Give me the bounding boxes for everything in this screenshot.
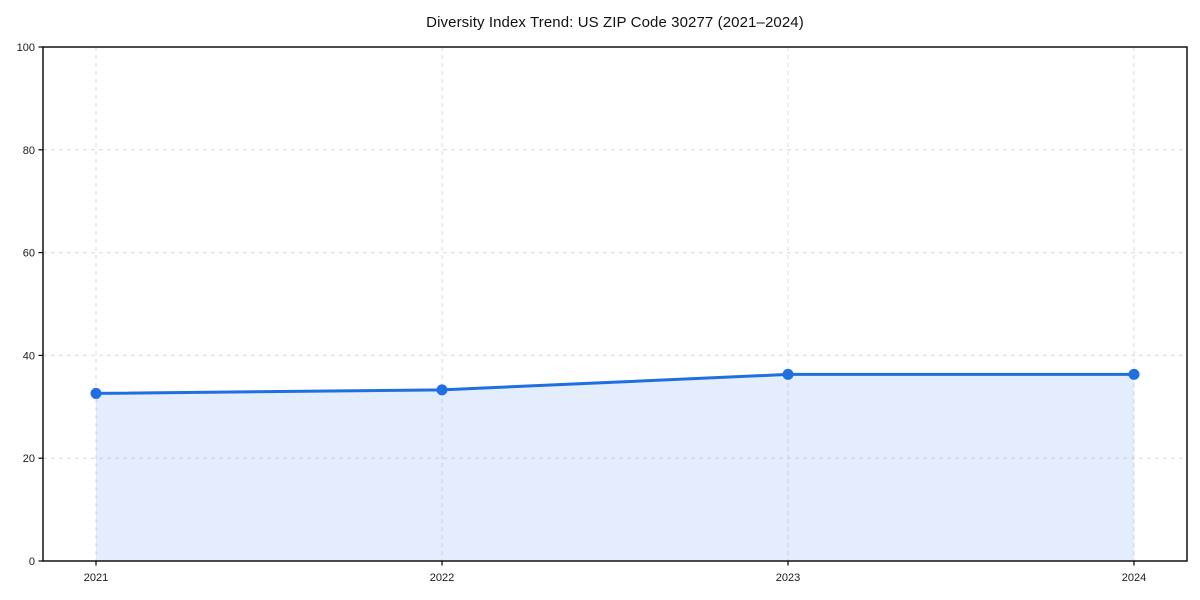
y-tick-label: 80 — [23, 145, 35, 157]
y-tick-label: 100 — [17, 42, 35, 54]
x-tick-label: 2024 — [1122, 572, 1146, 584]
y-tick-label: 60 — [23, 248, 35, 260]
trend-line — [94, 372, 1136, 395]
data-point — [1128, 368, 1140, 380]
x-tick-label: 2023 — [776, 572, 800, 584]
data-point — [782, 368, 794, 380]
x-tick-label: 2022 — [430, 572, 454, 584]
area-fill — [96, 374, 1134, 561]
data-point — [90, 387, 102, 399]
x-tick-label: 2021 — [84, 572, 108, 584]
chart-title: Diversity Index Trend: US ZIP Code 30277… — [426, 14, 804, 31]
data-point — [436, 384, 448, 396]
y-tick-label: 40 — [23, 350, 35, 362]
y-tick-label: 0 — [29, 556, 35, 568]
axes-box — [42, 46, 1188, 562]
y-tick-label: 20 — [23, 453, 35, 465]
